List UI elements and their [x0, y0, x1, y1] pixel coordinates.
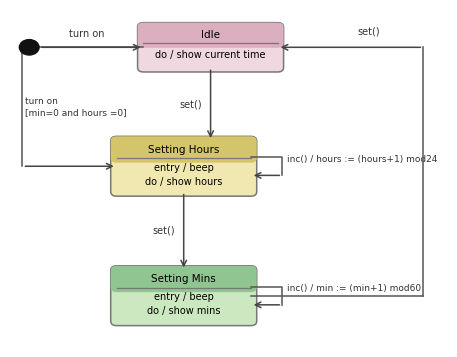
Text: set(): set(): [357, 27, 380, 37]
FancyBboxPatch shape: [138, 22, 284, 48]
Text: turn on
[min=0 and hours =0]: turn on [min=0 and hours =0]: [25, 97, 126, 117]
Text: entry / beep
do / show mins: entry / beep do / show mins: [147, 292, 220, 316]
FancyBboxPatch shape: [138, 22, 284, 72]
Text: entry / beep
do / show hours: entry / beep do / show hours: [145, 163, 223, 187]
FancyBboxPatch shape: [111, 136, 257, 163]
Text: Setting Hours: Setting Hours: [148, 145, 219, 155]
Text: inc() / min := (min+1) mod60: inc() / min := (min+1) mod60: [287, 284, 421, 293]
Text: set(): set(): [179, 99, 202, 109]
FancyBboxPatch shape: [111, 266, 257, 326]
FancyBboxPatch shape: [111, 266, 257, 292]
Text: set(): set(): [152, 226, 175, 236]
Text: Setting Mins: Setting Mins: [151, 274, 216, 284]
FancyBboxPatch shape: [111, 136, 257, 196]
Text: Idle: Idle: [201, 30, 220, 40]
Text: inc() / hours := (hours+1) mod24: inc() / hours := (hours+1) mod24: [287, 155, 437, 164]
Text: turn on: turn on: [69, 29, 104, 39]
Circle shape: [19, 40, 39, 55]
Text: do / show current time: do / show current time: [155, 50, 266, 60]
